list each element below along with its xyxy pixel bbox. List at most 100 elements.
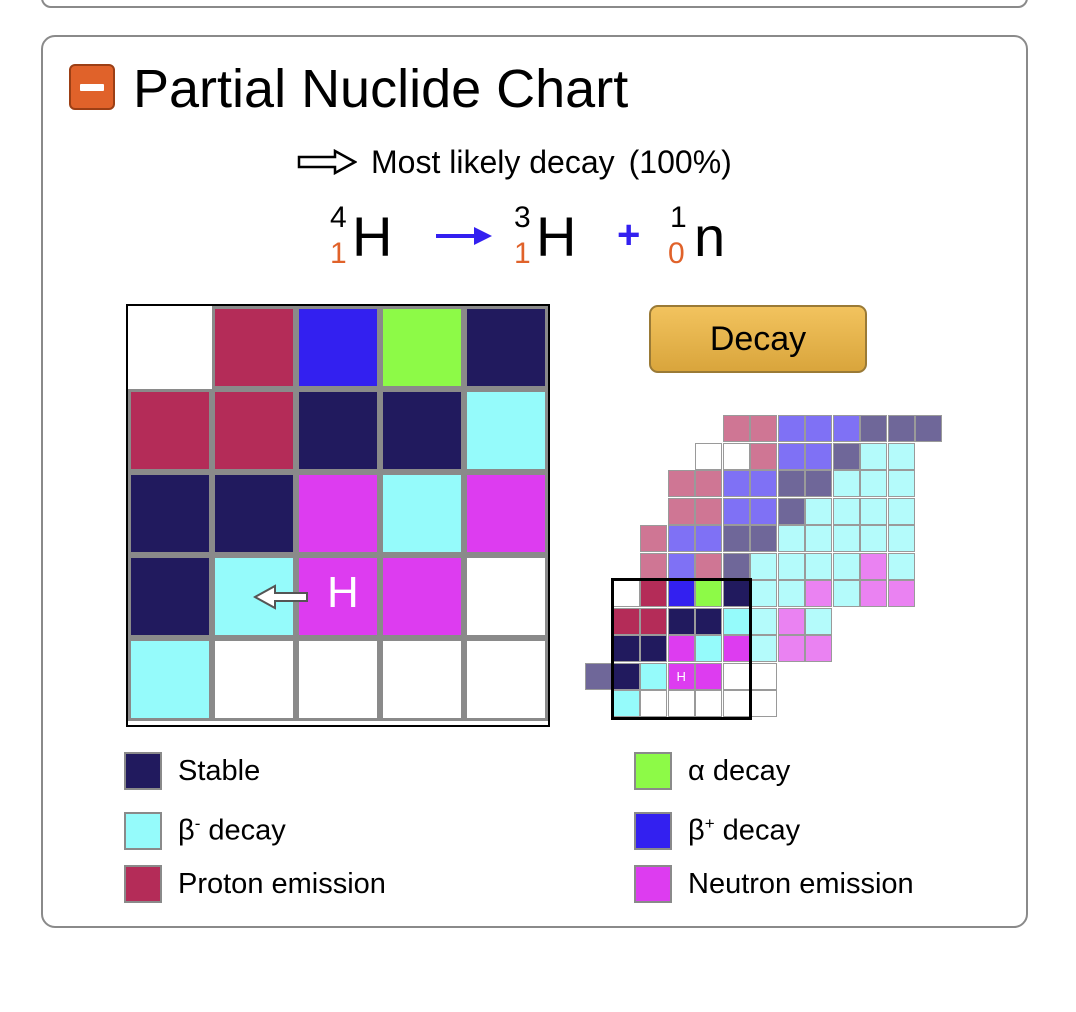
mini-cell <box>860 552 887 580</box>
nuclide-cell[interactable] <box>380 306 464 389</box>
nuclide-cell[interactable] <box>128 306 212 389</box>
mini-cell <box>777 470 805 497</box>
mini-cell-zoomed <box>667 662 695 690</box>
nuclide-cell[interactable] <box>464 638 548 721</box>
nuclide-cell[interactable] <box>212 638 296 721</box>
nuclide-cell[interactable] <box>296 389 380 472</box>
nuclide-cell[interactable] <box>464 306 548 389</box>
nuclide-cell[interactable] <box>464 389 548 472</box>
parent-atomic-number: 1 <box>330 237 347 270</box>
nuclide-cell[interactable] <box>212 389 296 472</box>
nuclide-cell[interactable] <box>212 306 296 389</box>
legend-neutron-emission: Neutron emission <box>634 864 914 904</box>
decay-equation: 4 1 H 3 1 H + 1 0 n <box>330 197 750 277</box>
mini-cell <box>777 415 805 442</box>
right-arrow-icon <box>436 227 492 245</box>
nuclide-cell[interactable] <box>128 555 212 638</box>
mini-cell <box>750 607 777 635</box>
nuclide-cell[interactable] <box>128 472 212 555</box>
mini-cell <box>750 552 777 580</box>
legend-alpha: α decay <box>634 751 790 791</box>
mini-cell-zoomed <box>667 690 695 717</box>
mini-cell <box>667 470 695 497</box>
mini-cell-zoomed <box>640 662 667 690</box>
legend-swatch <box>124 752 162 790</box>
mini-cell-zoomed <box>640 690 667 717</box>
mini-cell-zoomed <box>695 690 722 717</box>
mini-cell <box>777 497 805 525</box>
mini-cell-zoomed <box>722 607 750 635</box>
decay-button[interactable]: Decay <box>649 305 867 373</box>
mini-cell <box>722 470 750 497</box>
mini-cell <box>805 497 832 525</box>
mini-cell <box>915 415 942 442</box>
legend-label: Neutron emission <box>688 867 914 900</box>
mini-cell <box>860 442 887 470</box>
mini-cell <box>832 497 860 525</box>
nuclide-cell[interactable]: H <box>253 555 380 638</box>
mini-cell <box>750 662 777 690</box>
mini-cell <box>860 497 887 525</box>
selected-nuclide-label: H <box>327 568 359 617</box>
nuclide-cell[interactable] <box>464 472 548 555</box>
nuclide-cell[interactable] <box>380 555 464 638</box>
mini-viewport-frame[interactable] <box>610 578 752 720</box>
nuclide-cell[interactable] <box>128 638 212 721</box>
legend-swatch <box>634 865 672 903</box>
mini-cell <box>832 552 860 580</box>
mini-cell <box>695 525 722 552</box>
nuclide-cell[interactable] <box>296 472 380 555</box>
mini-cell <box>777 552 805 580</box>
decay-probability: (100%) <box>628 143 732 180</box>
nuclide-cell[interactable] <box>128 389 212 472</box>
mini-cell <box>777 442 805 470</box>
legend-label: Stable <box>178 754 261 787</box>
mini-cell <box>695 552 722 580</box>
legend-swatch <box>634 752 672 790</box>
nuclide-cell[interactable] <box>212 472 296 555</box>
mini-cell <box>667 552 695 580</box>
mini-cell <box>887 470 915 497</box>
daughter-atomic-number: 1 <box>514 237 531 270</box>
zoomed-nuclide-grid: H <box>126 304 550 727</box>
mini-cell-zoomed <box>640 607 667 635</box>
mini-cell <box>832 470 860 497</box>
mini-cell <box>805 415 832 442</box>
mini-cell <box>832 525 860 552</box>
mini-cell <box>750 525 777 552</box>
nuclide-cell[interactable] <box>296 306 380 389</box>
outline-left-arrow-icon <box>253 584 308 610</box>
mini-cell <box>750 470 777 497</box>
mini-cell <box>832 415 860 442</box>
nuclide-cell[interactable] <box>380 638 464 721</box>
emitted-symbol: n <box>694 205 726 268</box>
mini-cell <box>887 552 915 580</box>
mini-cell <box>750 442 777 470</box>
nuclide-cell[interactable] <box>380 389 464 472</box>
collapse-button[interactable] <box>69 64 115 110</box>
mini-cell <box>860 580 887 607</box>
legend-label: α decay <box>688 754 791 787</box>
mini-cell <box>777 580 805 607</box>
mini-cell <box>805 580 832 607</box>
legend-label: β+ decay <box>688 814 801 847</box>
mini-nuclide-chart[interactable]: H <box>579 409 942 720</box>
mini-cell <box>695 497 722 525</box>
mini-cell-zoomed <box>722 690 750 717</box>
nuclide-cell[interactable] <box>464 555 548 638</box>
mini-cell <box>887 580 915 607</box>
parent-mass-number: 4 <box>330 201 347 234</box>
mini-cell-zoomed <box>722 662 750 690</box>
nuclide-cell[interactable] <box>380 472 464 555</box>
mini-cell <box>887 415 915 442</box>
nuclide-cell[interactable] <box>296 638 380 721</box>
mini-cell-zoomed <box>612 662 640 690</box>
mini-cell <box>695 442 722 470</box>
mini-cell-zoomed <box>612 635 640 662</box>
emitted-mass-number: 1 <box>670 201 687 234</box>
mini-cell <box>750 635 777 662</box>
mini-cell-zoomed <box>695 662 722 690</box>
mini-cell <box>805 470 832 497</box>
mini-cell <box>722 525 750 552</box>
mini-cell-zoomed <box>612 690 640 717</box>
